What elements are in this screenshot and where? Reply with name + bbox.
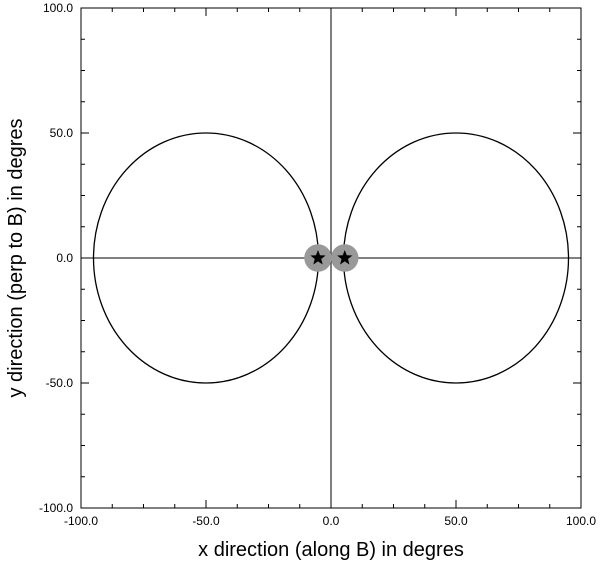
plot-frame [80, 7, 582, 509]
star-marker [337, 250, 353, 265]
x-tick-label: -50.0 [192, 514, 220, 528]
x-axis-title: x direction (along B) in degres [198, 539, 464, 561]
y-axis-title: y direction (perp to B) in degres [5, 118, 27, 397]
y-tick-label: -100.0 [39, 501, 73, 515]
marker-group [304, 244, 359, 272]
y-tick-label: 0.0 [56, 251, 73, 265]
tick-labels: -100.0 -50.0 0.0 50.0 100.0 -100.0 -50.0 0.0 50.… [39, 1, 596, 528]
x-tick-label: 50.0 [444, 514, 468, 528]
y-tick-label: 100.0 [43, 1, 73, 15]
x-tick-label: 100.0 [566, 514, 596, 528]
y-tick-label: 50.0 [50, 126, 74, 140]
x-tick-label: 0.0 [323, 514, 340, 528]
star-marker [310, 250, 326, 265]
x-tick-label: -100.0 [64, 514, 98, 528]
y-tick-label: -50.0 [46, 376, 74, 390]
